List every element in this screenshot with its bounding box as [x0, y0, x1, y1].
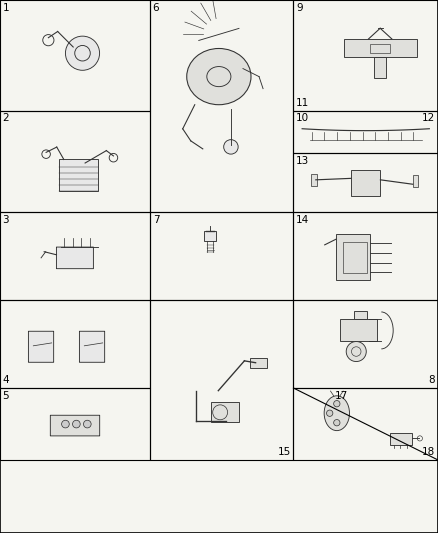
- Text: 2: 2: [3, 114, 9, 124]
- Bar: [353, 311, 367, 319]
- Bar: [150, 300, 293, 460]
- Bar: [211, 402, 239, 422]
- Text: 18: 18: [422, 447, 435, 457]
- Bar: [293, 111, 438, 154]
- Text: 4: 4: [3, 375, 9, 385]
- Circle shape: [346, 342, 366, 361]
- Bar: [250, 358, 267, 368]
- Text: 12: 12: [422, 114, 435, 124]
- Circle shape: [65, 36, 99, 70]
- Circle shape: [224, 140, 238, 154]
- Bar: [150, 212, 293, 300]
- Text: 1: 1: [3, 3, 9, 13]
- Circle shape: [327, 410, 333, 416]
- Text: 10: 10: [296, 114, 309, 124]
- FancyBboxPatch shape: [79, 332, 105, 362]
- Text: 11: 11: [296, 98, 309, 108]
- Text: 6: 6: [153, 3, 159, 13]
- Bar: [340, 319, 378, 341]
- FancyBboxPatch shape: [50, 415, 100, 436]
- Bar: [293, 388, 438, 460]
- Bar: [0, 212, 150, 300]
- Text: 8: 8: [429, 375, 435, 385]
- Bar: [390, 433, 412, 445]
- Bar: [0, 300, 150, 388]
- Circle shape: [84, 420, 91, 428]
- Bar: [293, 300, 438, 388]
- Bar: [351, 169, 381, 196]
- Bar: [0, 111, 150, 212]
- Text: 17: 17: [335, 391, 348, 401]
- Bar: [343, 39, 417, 57]
- Bar: [204, 231, 216, 240]
- Bar: [336, 233, 370, 280]
- Ellipse shape: [187, 49, 251, 104]
- Circle shape: [334, 400, 340, 407]
- Bar: [293, 0, 438, 111]
- Bar: [150, 0, 293, 212]
- Circle shape: [73, 420, 80, 428]
- Bar: [293, 212, 438, 300]
- Bar: [413, 175, 418, 187]
- FancyBboxPatch shape: [57, 247, 93, 269]
- Text: 13: 13: [296, 156, 309, 166]
- Bar: [0, 388, 150, 460]
- Text: 9: 9: [296, 3, 303, 13]
- Bar: [293, 154, 438, 212]
- Text: 5: 5: [3, 391, 9, 401]
- Bar: [343, 242, 367, 273]
- Text: 14: 14: [296, 215, 309, 225]
- Text: 7: 7: [153, 215, 159, 225]
- Bar: [374, 57, 386, 78]
- Bar: [59, 159, 98, 191]
- Bar: [311, 174, 317, 185]
- Circle shape: [334, 419, 340, 426]
- Circle shape: [62, 420, 69, 428]
- FancyBboxPatch shape: [28, 332, 53, 362]
- Ellipse shape: [324, 396, 350, 431]
- Text: 3: 3: [3, 215, 9, 225]
- Bar: [370, 44, 390, 53]
- Bar: [0, 0, 150, 111]
- Text: 15: 15: [278, 447, 291, 457]
